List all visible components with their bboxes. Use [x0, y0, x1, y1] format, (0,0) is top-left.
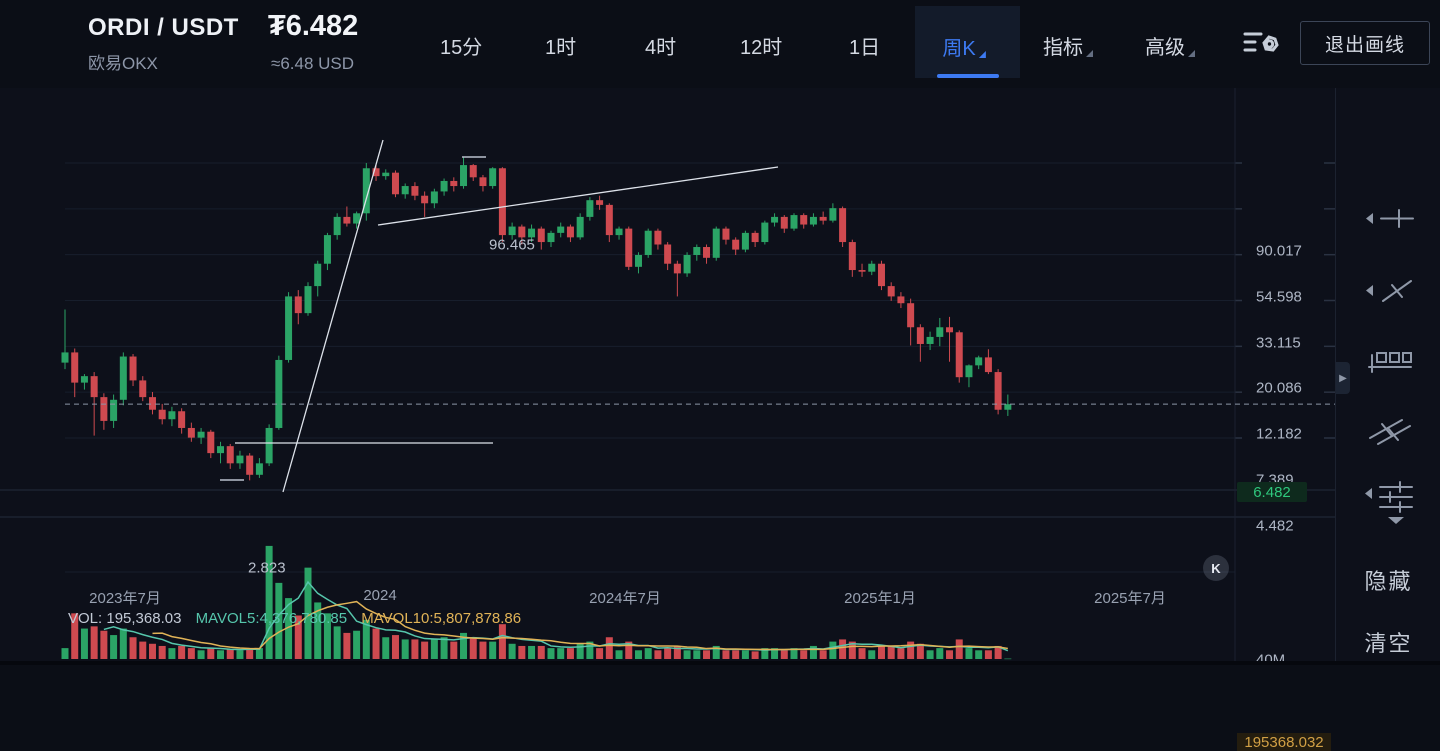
y-axis-label: 33.115 — [1256, 334, 1301, 352]
indicator-menu[interactable]: 指标 — [1043, 31, 1093, 60]
y-axis-label: 20.086 — [1256, 379, 1302, 397]
price-annotation: 96.465 — [489, 236, 535, 254]
user-drawn-lines — [235, 139, 779, 493]
chart-area[interactable]: 90.017 54.598 33.115 20.086 12.182 7.389 4.482… — [0, 88, 1335, 751]
y-axis-label: 12.182 — [1256, 425, 1302, 443]
top-bar: ORDI / USDT 欧易OKX ₮6.482 ≈6.48 USD 15分 1… — [0, 0, 1440, 89]
volume-legend: VOL: 195,368.03 MAVOL5:4,376,780.85 MAVO… — [68, 610, 521, 627]
tab-weekly-label: 周K — [942, 38, 976, 60]
advanced-menu[interactable]: 高级 — [1145, 31, 1195, 60]
current-volume-tag: 195368.032 — [1237, 733, 1331, 751]
gridlines — [0, 88, 1335, 665]
indicator-sliders-tool-icon[interactable] — [1336, 481, 1440, 525]
price-annotation: 2.823 — [248, 559, 286, 577]
chart-canvas[interactable] — [0, 88, 1335, 665]
tab-15m[interactable]: 15分 — [440, 37, 483, 59]
y-axis-label: 90.017 — [1256, 242, 1302, 260]
volume-axis-label: 40M — [1256, 651, 1286, 669]
vol-value: VOL: 195,368.03 — [68, 610, 182, 627]
y-axis-label: 4.482 — [1256, 517, 1294, 535]
pattern-tool-icon[interactable] — [1336, 338, 1440, 382]
symbol-title: ORDI / USDT — [88, 14, 239, 41]
horizontal-line-tool-icon[interactable] — [1336, 197, 1440, 241]
usd-price: ≈6.48 USD — [271, 54, 355, 73]
hide-button[interactable]: 隐藏 — [1364, 569, 1413, 594]
tab-1h[interactable]: 1时 — [545, 37, 577, 59]
mavol-lines — [103, 580, 1009, 652]
current-price-tag: 6.482 — [1237, 482, 1307, 502]
trend-line — [377, 166, 779, 226]
y-axis-label: 54.598 — [1256, 288, 1302, 306]
trend-line — [282, 139, 384, 493]
tab-weekly-selected[interactable]: 周K — [915, 6, 1020, 78]
last-price: ₮6.482 — [268, 10, 359, 42]
x-axis-label: 2024年7月 — [589, 590, 661, 607]
mavol5-value: MAVOL5:4,376,780.85 — [195, 610, 348, 627]
tab-12h[interactable]: 12时 — [740, 37, 783, 59]
bottom-edge — [0, 661, 1440, 665]
x-axis-label: 2024 — [363, 587, 397, 604]
x-axis-label: 2023年7月 — [89, 590, 161, 607]
volume-bars — [61, 545, 1012, 660]
dropdown-arrow-icon — [978, 51, 986, 58]
exit-drawing-button[interactable]: 退出画线 — [1300, 21, 1430, 65]
tab-4h[interactable]: 4时 — [645, 37, 677, 59]
dropdown-arrow-icon — [1188, 50, 1195, 57]
active-tab-underline — [936, 74, 999, 78]
dropdown-arrow-icon — [1086, 50, 1093, 57]
k-line-watermark-button[interactable]: K — [1203, 555, 1229, 581]
tab-1d[interactable]: 1日 — [849, 37, 881, 59]
mavol10-value: MAVOL10:5,807,878.86 — [361, 610, 522, 627]
candles — [61, 156, 1012, 481]
x-axis-label: 2025年1月 — [844, 590, 916, 607]
clear-button[interactable]: 清空 — [1364, 631, 1413, 656]
trend-line-tool-icon[interactable] — [1336, 269, 1440, 313]
mavol10-line — [152, 600, 1008, 651]
exchange-label: 欧易OKX — [88, 54, 158, 73]
chart-settings-icon[interactable] — [1243, 27, 1281, 64]
overlays — [65, 156, 1335, 481]
parallel-lines-tool-icon[interactable] — [1336, 409, 1440, 453]
drawing-toolbar: 隐藏 清空 — [1335, 88, 1440, 665]
panel-expander-arrow[interactable]: ▶ — [1336, 362, 1350, 394]
x-axis-label: 2025年7月 — [1094, 590, 1166, 607]
